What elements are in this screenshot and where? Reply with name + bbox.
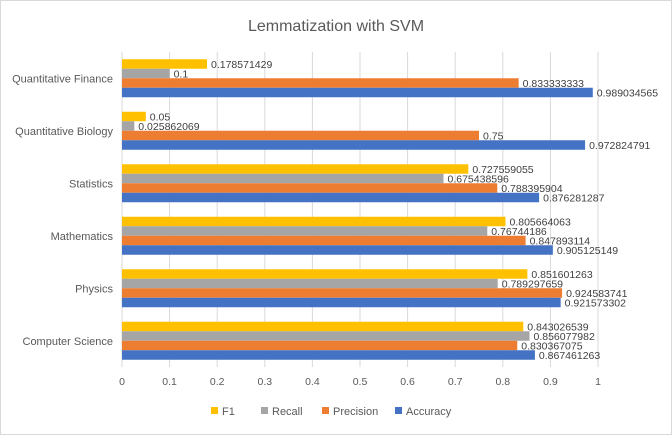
data-label: 0.76744186	[491, 226, 547, 238]
data-label: 0.921573302	[565, 297, 626, 309]
legend-swatch-f1	[211, 407, 218, 414]
bar-recall	[122, 68, 170, 79]
gridlines	[121, 52, 599, 367]
bars	[122, 59, 593, 360]
data-label: 0.924583741	[566, 288, 627, 300]
legend: F1 Recall Precision Accuracy	[211, 406, 452, 418]
legend-swatch-accuracy	[395, 407, 402, 414]
x-tick-label: 0.2	[210, 376, 225, 388]
data-label: 0.788395904	[501, 183, 562, 195]
bar-f1	[122, 164, 469, 174]
data-label: 0.833333333	[523, 78, 584, 90]
category-label: Statistics	[69, 178, 114, 190]
data-label: 0.75	[483, 130, 504, 142]
bar-precision	[122, 183, 498, 193]
bar-recall	[122, 331, 530, 341]
legend-swatch-precision	[322, 407, 329, 414]
bar-f1	[122, 321, 524, 332]
data-label: 0.905125149	[557, 245, 618, 257]
bar-f1	[122, 111, 146, 122]
bar-f1	[122, 269, 528, 279]
x-tick-label: 0	[119, 376, 125, 388]
bar-accuracy	[122, 140, 586, 150]
data-label: 0.1	[174, 68, 189, 80]
data-label: 0.847893114	[530, 235, 591, 247]
bar-accuracy	[122, 297, 561, 308]
chart-title: Lemmatization with SVM	[248, 18, 424, 35]
bar-accuracy	[122, 87, 593, 98]
x-tick-label: 0.4	[305, 376, 320, 388]
data-label: 0.789297659	[502, 278, 563, 290]
bar-precision	[122, 288, 563, 298]
bar-recall	[122, 278, 498, 289]
data-label: 0.727559055	[472, 164, 533, 176]
legend-label: Precision	[333, 406, 378, 418]
data-label: 0.178571429	[211, 59, 272, 71]
legend-label: Accuracy	[406, 406, 452, 418]
data-label: 0.867461263	[539, 350, 600, 362]
x-tick-label: 0.9	[543, 376, 558, 388]
category-label: Quantitative Biology	[15, 126, 113, 138]
category-labels: Computer Science Physics Mathematics Statis…	[12, 73, 113, 348]
data-label: 0.05	[150, 111, 171, 123]
data-label: 0.675438596	[448, 173, 509, 185]
data-label: 0.972824791	[589, 140, 650, 152]
bar-accuracy	[122, 192, 540, 203]
category-label: Computer Science	[23, 336, 114, 348]
bar-recall	[122, 121, 135, 131]
bar-precision	[122, 130, 479, 141]
x-tick-label: 0.7	[448, 376, 463, 388]
x-tick-label: 0.3	[257, 376, 272, 388]
category-label: Mathematics	[51, 231, 114, 243]
x-tick-label: 0.6	[400, 376, 415, 388]
bar-f1	[122, 59, 207, 69]
bar-precision	[122, 78, 519, 88]
data-label: 0.989034565	[597, 87, 658, 99]
bar-f1	[122, 216, 506, 227]
bar-recall	[122, 173, 444, 184]
data-label: 0.876281287	[543, 192, 604, 204]
bar-precision	[122, 340, 518, 351]
category-label: Quantitative Finance	[12, 73, 113, 85]
legend-label: F1	[222, 406, 235, 418]
legend-label: Recall	[272, 406, 303, 418]
data-label: 0.025862069	[138, 121, 199, 133]
legend-swatch-recall	[261, 407, 268, 414]
category-label: Physics	[75, 283, 113, 295]
x-tick-label: 0.8	[495, 376, 510, 388]
data-labels: 0.8430265390.8560779820.8303670750.86746…	[138, 59, 658, 362]
data-label: 0.843026539	[527, 321, 588, 333]
x-tick-label: 0.1	[162, 376, 177, 388]
x-tick-label: 1	[595, 376, 601, 388]
data-label: 0.830367075	[521, 340, 582, 352]
x-tick-label: 0.5	[353, 376, 368, 388]
bar-recall	[122, 226, 488, 236]
bar-accuracy	[122, 350, 535, 360]
x-tick-labels: 0 0.1 0.2 0.3 0.4 0.5 0.6 0.7 0.8 0.9 1	[119, 376, 601, 388]
data-label: 0.805664063	[509, 216, 570, 228]
data-label: 0.851601263	[531, 269, 592, 281]
bar-precision	[122, 235, 526, 246]
bar-accuracy	[122, 245, 553, 255]
data-label: 0.856077982	[533, 331, 594, 343]
